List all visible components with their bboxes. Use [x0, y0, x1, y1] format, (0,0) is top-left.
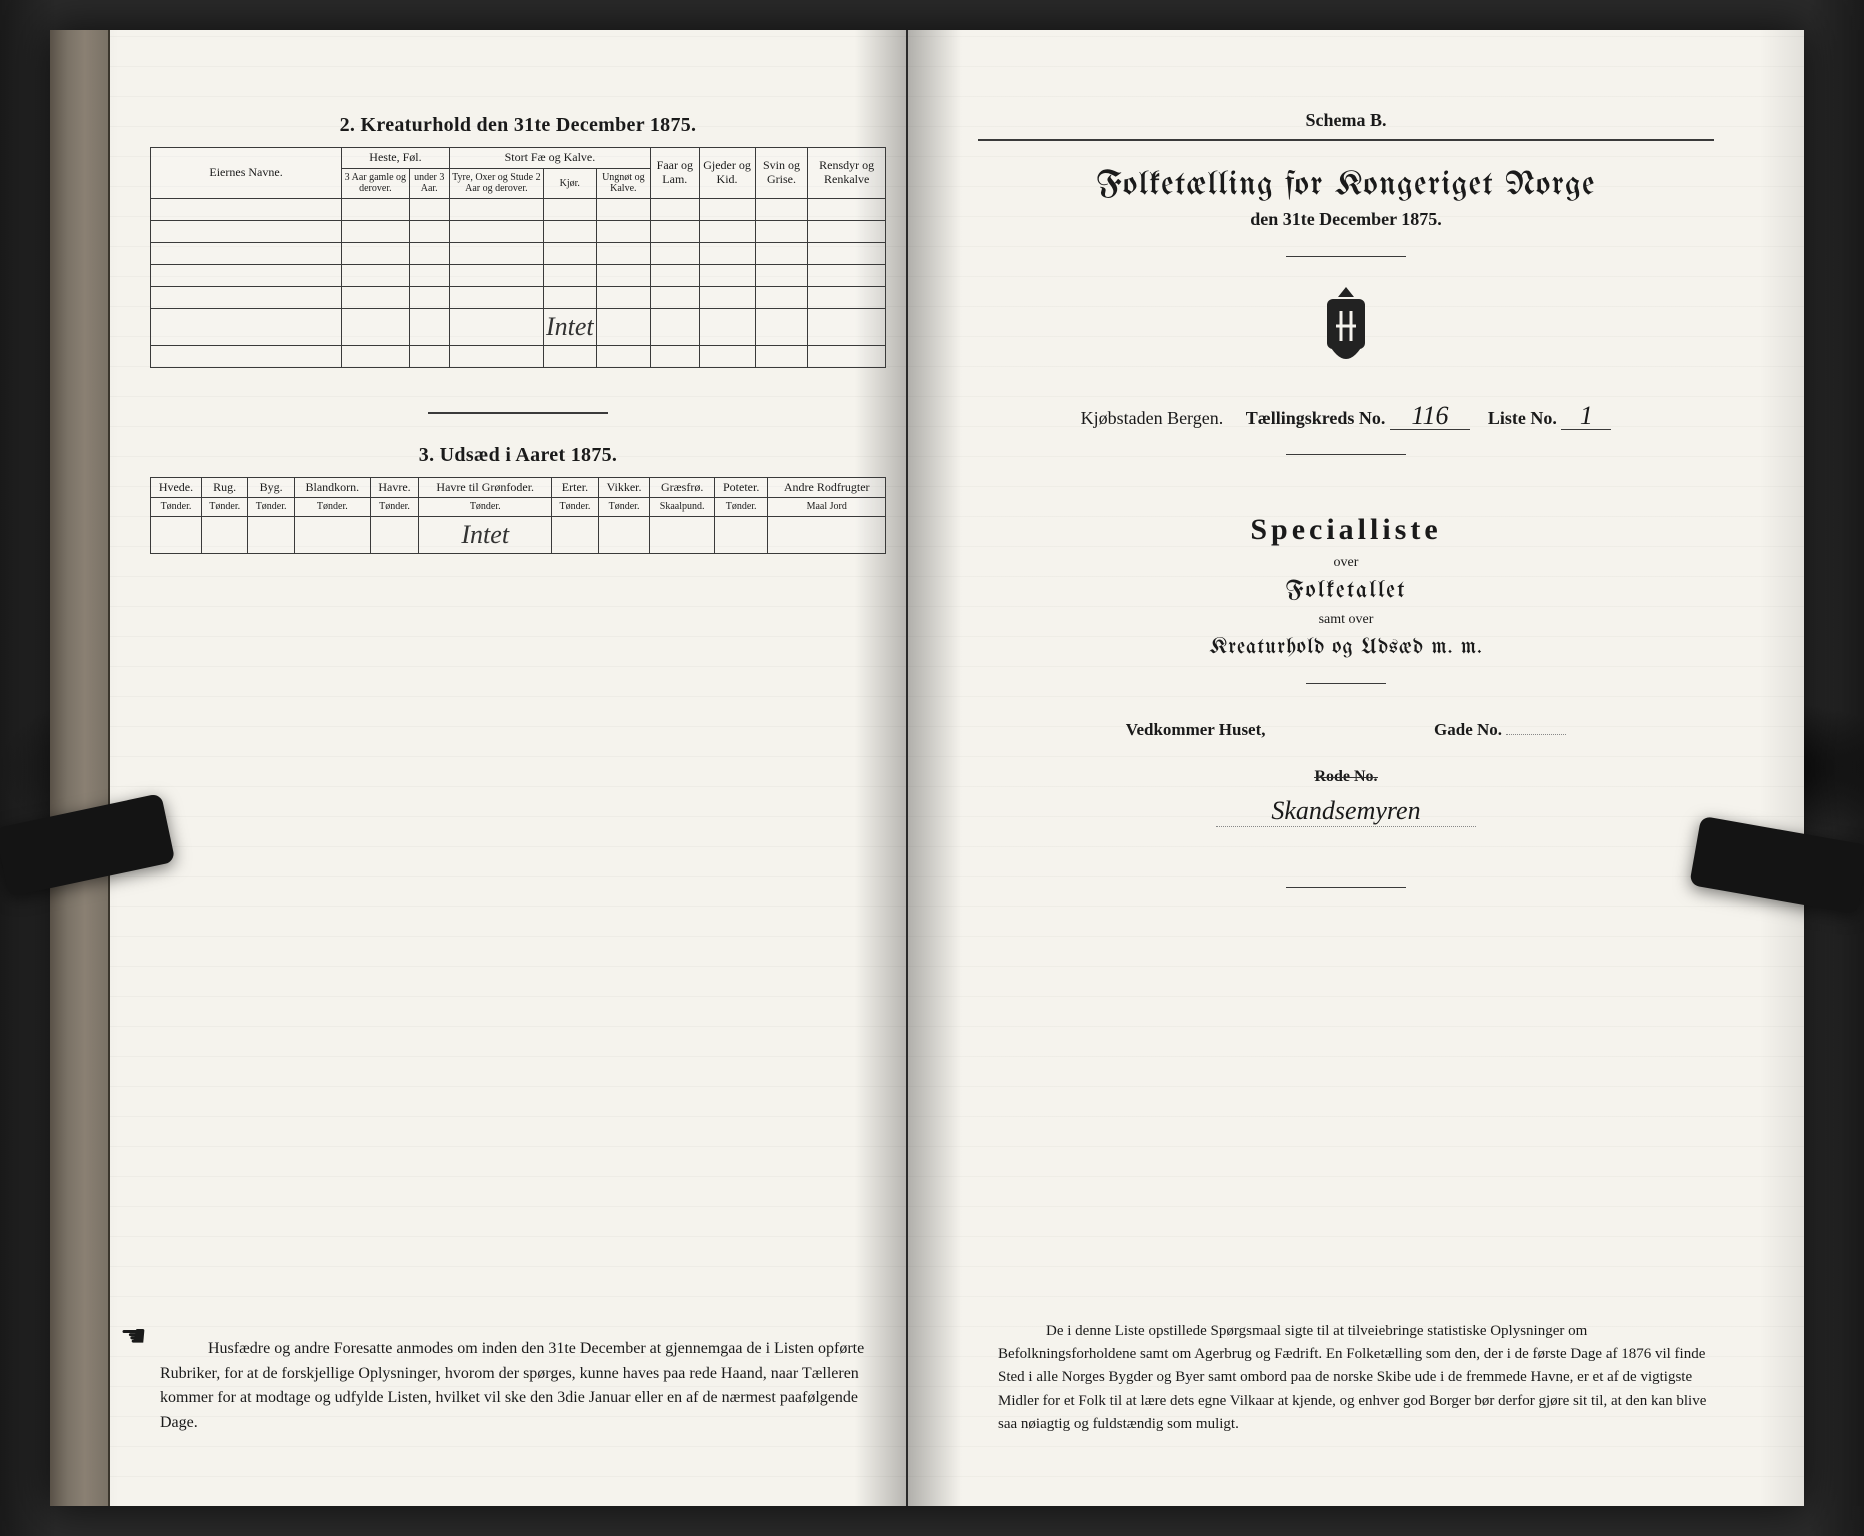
folketallet: Folketallet: [978, 579, 1714, 604]
gade-label: Gade No.: [1434, 720, 1502, 739]
book-spine: [50, 30, 110, 1506]
rode-value: Skandsemyren: [1216, 796, 1476, 827]
sh8: Græsfrø.: [650, 477, 714, 498]
spec-underline: [1306, 683, 1386, 684]
district-line: Kjøbstaden Bergen. Tællingskreds No. 116…: [978, 403, 1714, 430]
sh7: Vikker.: [598, 477, 650, 498]
col-reindeer: Rensdyr og Renkalve: [808, 148, 886, 199]
col-horses: Heste, Føl.: [342, 148, 450, 169]
handwritten-intet-2: Intet: [419, 516, 552, 553]
rode-line: Rode No. Skandsemyren: [978, 768, 1714, 827]
u0: Tønder.: [151, 498, 202, 517]
title-underline: [1286, 256, 1406, 257]
instruction-paragraph: Husfædre og andre Foresatte anmodes om i…: [160, 1337, 876, 1436]
sh10: Andre Rodfrugter: [768, 477, 886, 498]
sh1: Rug.: [201, 477, 247, 498]
sh2: Byg.: [248, 477, 294, 498]
sh6: Erter.: [552, 477, 598, 498]
sh0: Hvede.: [151, 477, 202, 498]
town-label: Kjøbstaden Bergen.: [1081, 408, 1224, 428]
u5: Tønder.: [419, 498, 552, 517]
u6: Tønder.: [552, 498, 598, 517]
mid-rule: [1286, 454, 1406, 455]
top-rule: [978, 139, 1714, 141]
sub-h3: Tyre, Oxer og Stude 2 Aar og derover.: [449, 168, 543, 198]
handwritten-intet-1: Intet: [543, 308, 596, 345]
livestock-body: Intet: [151, 198, 886, 367]
right-page: Schema B. Folketælling for Kongeriget No…: [908, 30, 1804, 1506]
col-cattle: Stort Fæ og Kalve.: [449, 148, 650, 169]
explanatory-paragraph: De i denne Liste opstillede Spørgsmaal s…: [998, 1320, 1714, 1436]
u1: Tønder.: [201, 498, 247, 517]
u8: Skaalpund.: [650, 498, 714, 517]
sh9: Poteter.: [714, 477, 768, 498]
liste-label: Liste No.: [1488, 408, 1557, 428]
census-title: Folketælling for Kongeriget Norge: [978, 167, 1714, 203]
kreaturhold-line: Kreaturhold og Udsæd m. m.: [978, 636, 1714, 659]
col-sheep: Faar og Lam.: [651, 148, 699, 199]
col-owner: Eiernes Navne.: [151, 148, 342, 199]
over-1: over: [978, 555, 1714, 571]
over-2: samt over: [978, 612, 1714, 628]
pointing-hand-icon: ☛: [120, 1319, 147, 1354]
census-subtitle: den 31te December 1875.: [978, 209, 1714, 230]
kreds-label: Tællingskreds No.: [1246, 408, 1386, 428]
livestock-table: Eiernes Navne. Heste, Føl. Stort Fæ og K…: [150, 147, 886, 368]
rode-label: Rode No.: [1314, 768, 1377, 785]
sub-h5: Ungnøt og Kalve.: [596, 168, 650, 198]
kreds-value: 116: [1390, 403, 1470, 430]
gade-value: [1506, 734, 1566, 735]
sub-h2: under 3 Aar.: [409, 168, 449, 198]
sh5: Havre til Grønfoder.: [419, 477, 552, 498]
sh4: Havre.: [370, 477, 418, 498]
schema-label: Schema B.: [978, 110, 1714, 131]
divider-rule-1: [428, 412, 608, 414]
specialliste-heading: Specialliste: [978, 513, 1714, 547]
left-page: 2. Kreaturhold den 31te December 1875. E…: [50, 30, 908, 1506]
u3: Tønder.: [294, 498, 370, 517]
coat-of-arms-icon: [1307, 281, 1385, 381]
section2-title: 2. Kreaturhold den 31te December 1875.: [150, 114, 886, 137]
liste-value: 1: [1561, 403, 1611, 430]
house-street-line: Vedkommer Huset, Gade No.: [978, 720, 1714, 740]
bottom-rule: [1286, 887, 1406, 888]
col-goats: Gjeder og Kid.: [699, 148, 755, 199]
seed-table: Hvede. Rug. Byg. Blandkorn. Havre. Havre…: [150, 477, 886, 554]
sub-h1: 3 Aar gamle og derover.: [342, 168, 410, 198]
section3-title: 3. Udsæd i Aaret 1875.: [150, 444, 886, 467]
u4: Tønder.: [370, 498, 418, 517]
open-book: 2. Kreaturhold den 31te December 1875. E…: [50, 30, 1804, 1506]
u7: Tønder.: [598, 498, 650, 517]
u10: Maal Jord: [768, 498, 886, 517]
sub-h4: Kjør.: [543, 168, 596, 198]
huset-label: Vedkommer Huset,: [1126, 720, 1266, 739]
u9: Tønder.: [714, 498, 768, 517]
u2: Tønder.: [248, 498, 294, 517]
col-pigs: Svin og Grise.: [755, 148, 808, 199]
sh3: Blandkorn.: [294, 477, 370, 498]
